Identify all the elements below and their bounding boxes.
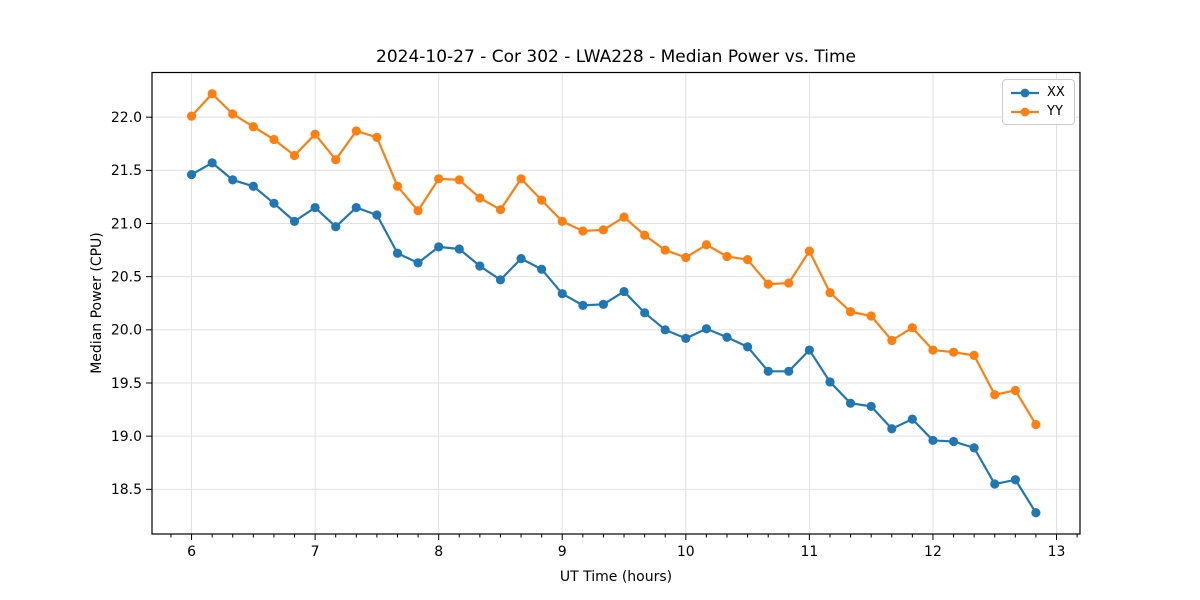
legend-item-yy: YY [1003, 102, 1074, 121]
y-axis-label-text: Median Power (CPU) [89, 232, 105, 374]
svg-text:21.5: 21.5 [111, 163, 142, 179]
svg-text:9: 9 [558, 544, 567, 560]
svg-text:12: 12 [924, 544, 942, 560]
chart-title: 2024-10-27 - Cor 302 - LWA228 - Median P… [376, 47, 856, 67]
svg-text:10: 10 [677, 544, 695, 560]
legend-label-yy: YY [1047, 104, 1063, 119]
svg-text:19.5: 19.5 [111, 376, 142, 392]
svg-text:13: 13 [1048, 544, 1066, 560]
legend-line-sample-yy [1011, 107, 1039, 116]
svg-text:11: 11 [800, 544, 818, 560]
x-axis-label: UT Time (hours) [559, 569, 673, 585]
svg-text:7: 7 [311, 544, 320, 560]
svg-text:6: 6 [187, 544, 196, 560]
svg-text:22.0: 22.0 [111, 110, 142, 126]
svg-text:19.0: 19.0 [111, 429, 142, 445]
legend: XX YY [1002, 79, 1075, 125]
legend-label-xx: XX [1047, 85, 1065, 100]
svg-text:20.5: 20.5 [111, 270, 142, 286]
svg-text:8: 8 [434, 544, 443, 560]
svg-text:18.5: 18.5 [111, 482, 142, 498]
legend-item-xx: XX [1003, 83, 1074, 102]
legend-line-sample-xx [1011, 88, 1039, 97]
svg-text:21.0: 21.0 [111, 216, 142, 232]
svg-text:20.0: 20.0 [111, 323, 142, 339]
